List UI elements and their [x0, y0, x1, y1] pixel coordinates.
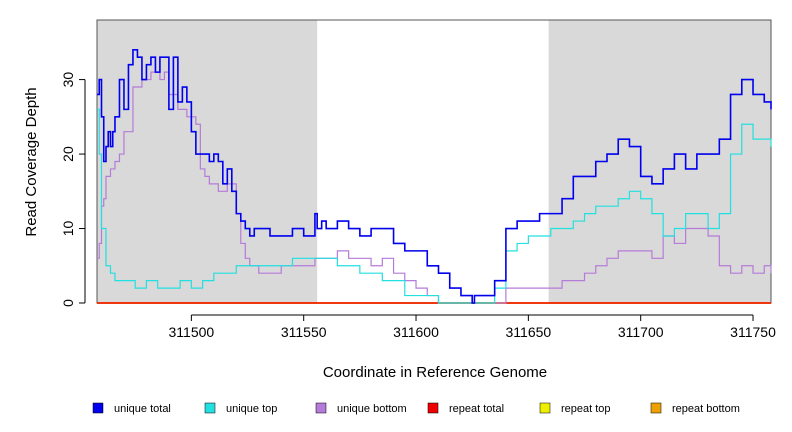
legend-item-repeat-bottom: repeat bottom	[650, 402, 740, 415]
legend-item-unique-top: unique top	[204, 402, 277, 415]
legend-label: unique total	[114, 403, 171, 415]
shaded-region-2	[548, 20, 771, 303]
series-line-unique-bottom	[97, 71, 772, 304]
shaded-regions	[97, 20, 771, 303]
legend-item-unique-total: unique total	[92, 402, 171, 415]
legend-label: repeat top	[561, 403, 611, 415]
legend-swatch	[427, 402, 439, 414]
legend-label: unique bottom	[337, 403, 407, 415]
series-lines	[97, 48, 772, 304]
legend-swatch	[650, 402, 662, 414]
legend-swatch	[539, 402, 551, 414]
legend-swatch	[204, 402, 216, 414]
legend-label: repeat total	[449, 403, 504, 415]
x-tick-label: 311550	[281, 324, 327, 340]
legend-item-repeat-top: repeat top	[539, 402, 611, 415]
series-line-unique-total	[97, 48, 772, 304]
x-tick-label: 311600	[393, 324, 439, 340]
y-tick-label: 10	[60, 221, 76, 237]
axes: 311500 311550 311600 311650 311700 311750 0 10 2…	[60, 72, 776, 340]
y-tick-label: 20	[60, 146, 76, 162]
legend-item-repeat-total: repeat total	[427, 402, 504, 415]
shaded-region-1	[97, 20, 318, 303]
y-tick-label: 0	[60, 299, 76, 307]
x-tick-label: 311700	[618, 324, 664, 340]
x-tick-label: 311750	[730, 324, 776, 340]
legend-label: unique top	[226, 403, 277, 415]
y-axis-title: Read Coverage Depth	[23, 87, 40, 236]
series-line-unique-top	[97, 108, 772, 304]
x-tick-label: 311650	[506, 324, 552, 340]
x-tick-label: 311500	[169, 324, 215, 340]
legend-swatch	[92, 402, 104, 414]
legend-swatch	[315, 402, 327, 414]
legend: unique total unique top unique bottom repea…	[92, 402, 740, 415]
y-tick-label: 30	[60, 72, 76, 88]
legend-item-unique-bottom: unique bottom	[315, 402, 407, 415]
x-axis-title: Coordinate in Reference Genome	[323, 364, 547, 381]
legend-label: repeat bottom	[672, 403, 740, 415]
